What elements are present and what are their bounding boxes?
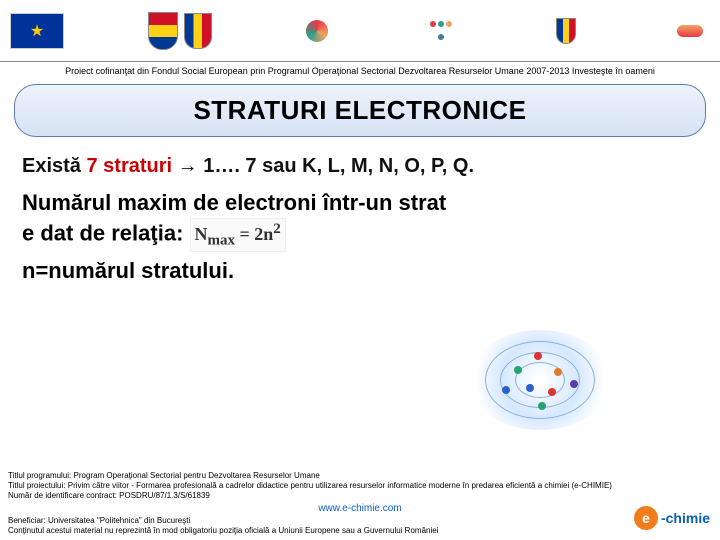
electron-icon	[534, 352, 542, 360]
exist-prefix: Există	[22, 155, 86, 177]
logo-eu: ★	[10, 13, 64, 49]
electron-icon	[554, 368, 562, 376]
logo-fse	[297, 11, 337, 51]
footer-l3: Număr de identificare contract: POSDRU/8…	[8, 491, 712, 501]
shield2-icon	[184, 13, 212, 49]
mini-shield-icon	[556, 18, 576, 44]
line-max-electrons: Numărul maxim de electroni într-un strat…	[22, 188, 698, 252]
strata-list: → 1…. 7 sau K, L, M, N, O, P, Q.	[172, 155, 474, 177]
electron-icon	[526, 384, 534, 392]
page-title: STRATURI ELECTRONICE	[35, 95, 685, 126]
formula-nmax: Nmax = 2n2	[190, 218, 286, 252]
electron-icon	[570, 380, 578, 388]
content-area: Există 7 straturi → 1…. 7 sau K, L, M, N…	[0, 137, 720, 284]
electron-icon	[514, 366, 522, 374]
logo-isd	[421, 11, 461, 51]
logo-oi	[670, 11, 710, 51]
e-badge-icon: e	[634, 506, 658, 530]
seven-strata: 7 straturi	[86, 155, 172, 177]
swirl-icon	[306, 20, 328, 42]
oi-icon	[677, 25, 703, 37]
dots-icon	[429, 19, 453, 43]
footer-l5: Conţinutul acestui material nu reprezint…	[8, 526, 712, 536]
header-logo-strip: ★	[0, 0, 720, 62]
brand-text: -chimie	[661, 510, 710, 526]
electron-icon	[548, 388, 556, 396]
line-strata: Există 7 straturi → 1…. 7 sau K, L, M, N…	[22, 155, 698, 178]
electron-icon	[502, 386, 510, 394]
shield-icon	[148, 12, 178, 50]
footer: Titlul programului: Program Operaţional …	[8, 471, 712, 536]
eu-flag-icon: ★	[10, 13, 64, 49]
atom-glow	[470, 330, 610, 430]
electron-icon	[538, 402, 546, 410]
logo-gov-ro	[148, 12, 212, 50]
footer-l4: Beneficiar: Universitatea "Politehnica" …	[8, 516, 712, 526]
line-n-def: n=numărul stratului.	[22, 258, 698, 284]
max-line-b: e dat de relaţia:	[22, 220, 183, 245]
max-line-a: Numărul maxim de electroni într-un strat	[22, 188, 698, 218]
footer-url[interactable]: www.e-chimie.com	[8, 503, 712, 514]
footer-l1: Titlul programului: Program Operaţional …	[8, 471, 712, 481]
atom-illustration	[450, 330, 630, 460]
echimie-logo: e -chimie	[634, 506, 710, 530]
title-bar: STRATURI ELECTRONICE	[14, 84, 706, 137]
header-subtitle: Proiect cofinanţat din Fondul Social Eur…	[0, 62, 720, 80]
logo-ministry	[546, 11, 586, 51]
footer-l2: Titlul proiectului: Privim către viitor …	[8, 481, 712, 491]
